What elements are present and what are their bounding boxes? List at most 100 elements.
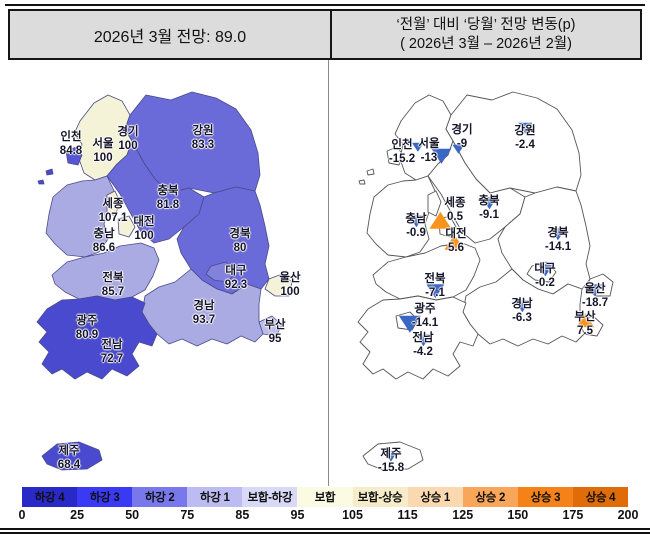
legend-segment: 상승 1 bbox=[407, 487, 463, 507]
region-value: -2.4 bbox=[515, 139, 535, 151]
down-arrow-icon bbox=[536, 264, 553, 276]
region-label-jeju: 제주 -15.8 bbox=[378, 448, 404, 476]
legend-tick: 175 bbox=[562, 508, 584, 522]
region-label-chungnam: 충남 86.6 bbox=[93, 228, 115, 256]
map-region-gyeongnam bbox=[141, 268, 264, 347]
region-value: 100 bbox=[280, 286, 300, 298]
region-label-jeju: 제주 68.4 bbox=[58, 445, 80, 473]
region-value: 5.6 bbox=[447, 242, 464, 254]
map-islands bbox=[358, 168, 375, 185]
header: 2026년 3월 전망: 89.0 ‘전월’ 대비 ‘당월’ 전망 변동(p) … bbox=[8, 9, 642, 60]
legend-segment: 상승 2 bbox=[462, 487, 518, 507]
region-label-gyeongbuk: 경북 -14.1 bbox=[545, 227, 571, 255]
region-label-gyeonggi: 경기 -9 bbox=[451, 124, 473, 154]
left-panel-title: 2026년 3월 전망: 89.0 bbox=[10, 11, 332, 58]
legend: 하강 4 하강 3 하강 2 하강 1 보합-하강 보합 보합-상승 상승 1 상승 2 상승 3… bbox=[19, 487, 638, 526]
legend-segment: 보합-하강 bbox=[242, 487, 298, 507]
region-value: 80.9 bbox=[75, 329, 99, 341]
region-name: 광주 bbox=[414, 303, 436, 316]
region-name: 대구 bbox=[534, 263, 556, 276]
region-value: -9 bbox=[456, 138, 468, 150]
region-name: 전남 bbox=[412, 332, 434, 345]
right-title-line2: ( 2026년 3월 – 2026년 2월) bbox=[400, 35, 572, 52]
region-name: 세종 bbox=[444, 197, 466, 210]
region-name: 서울 bbox=[418, 138, 440, 151]
forecast-map-panel: 인천 84.8 서울 100 경기 100 강원 83.3 충북 81.8 세종 107.1 대전 100… bbox=[8, 60, 329, 485]
region-name: 경남 bbox=[193, 300, 215, 313]
map-region-daegu bbox=[205, 261, 236, 283]
region-value: -13 bbox=[420, 152, 438, 164]
down-arrow-icon bbox=[414, 334, 431, 346]
region-value: 81.8 bbox=[156, 199, 180, 211]
right-panel-title: ‘전월’ 대비 ‘당월’ 전망 변동(p) ( 2026년 3월 – 2026년… bbox=[332, 11, 640, 58]
region-label-gyeongnam: 경남 -6.3 bbox=[511, 298, 532, 326]
region-value: -15.2 bbox=[388, 153, 416, 165]
region-value: 100 bbox=[118, 140, 138, 152]
forecast-map: 인천 84.8 서울 100 경기 100 강원 83.3 충북 81.8 세종 107.1 대전 100… bbox=[8, 85, 323, 485]
region-name: 제주 bbox=[380, 448, 402, 461]
bottom-rule bbox=[0, 528, 650, 534]
region-name: 충남 bbox=[93, 228, 115, 241]
korea-map-left bbox=[36, 91, 293, 471]
region-label-gyeongbuk: 경북 80 bbox=[229, 228, 250, 256]
region-name: 대전 bbox=[445, 228, 467, 241]
region-value: 100 bbox=[93, 152, 113, 164]
region-label-gangwon: 강원 83.3 bbox=[192, 125, 214, 153]
region-value: 85.7 bbox=[101, 286, 125, 298]
region-value: 84.8 bbox=[59, 145, 83, 157]
down-arrow-icon bbox=[399, 315, 421, 333]
region-name: 전남 bbox=[101, 339, 123, 352]
legend-tick: 200 bbox=[617, 508, 639, 522]
region-name: 부산 bbox=[264, 319, 286, 332]
region-label-sejong: 세종 107.1 bbox=[99, 198, 128, 226]
region-name: 강원 bbox=[192, 125, 214, 138]
region-label-ulsan: 울산 -18.7 bbox=[582, 283, 608, 311]
map-islands bbox=[37, 168, 54, 185]
region-label-gyeonggi: 경기 100 bbox=[117, 126, 138, 154]
region-value: 68.4 bbox=[57, 459, 81, 471]
region-name: 울산 bbox=[584, 283, 606, 296]
map-region-jeonbuk bbox=[51, 242, 160, 301]
map-region-ulsan bbox=[264, 273, 293, 297]
legend-segment: 보합 bbox=[297, 487, 353, 507]
region-value: 95 bbox=[268, 333, 282, 345]
change-map: 인천 -15.2 서울 -13 경기 -9 강원 -2.4 세종 0.5 충북 -9.1 대전 5.6 충남… bbox=[329, 85, 644, 485]
down-arrow-icon bbox=[430, 148, 451, 164]
region-name: 경북 bbox=[547, 227, 569, 240]
region-value: 92.3 bbox=[224, 279, 248, 291]
region-name: 충북 bbox=[478, 195, 500, 208]
legend-tick: 125 bbox=[452, 508, 474, 522]
region-name: 광주 bbox=[76, 315, 98, 328]
region-label-daejeon: 대전 5.6 bbox=[443, 228, 467, 256]
region-value: 72.7 bbox=[100, 353, 124, 365]
region-value: 93.7 bbox=[192, 314, 216, 326]
region-label-jeonnam: 전남 -4.2 bbox=[412, 332, 433, 360]
map-region-jeonbuk bbox=[372, 242, 481, 301]
region-value: 80 bbox=[233, 242, 247, 254]
left-title-text: 2026년 3월 전망: 89.0 bbox=[93, 28, 247, 46]
down-arrow-icon bbox=[384, 450, 398, 462]
region-label-jeonnam: 전남 72.7 bbox=[101, 339, 123, 367]
region-label-seoul: 서울 100 bbox=[92, 138, 113, 166]
region-name: 울산 bbox=[279, 272, 301, 285]
region-name: 제주 bbox=[58, 445, 80, 458]
down-arrow-icon bbox=[587, 284, 603, 296]
map-region-chungnam bbox=[45, 175, 117, 258]
region-name: 세종 bbox=[102, 198, 124, 211]
up-arrow-icon bbox=[443, 234, 464, 250]
region-label-incheon: 인천 84.8 bbox=[60, 131, 82, 159]
region-label-gwangju: 광주 80.9 bbox=[76, 315, 98, 343]
region-value: -6.3 bbox=[512, 312, 532, 324]
down-arrow-icon bbox=[550, 228, 566, 240]
map-region-sejong bbox=[427, 190, 442, 217]
down-arrow-icon bbox=[480, 197, 497, 209]
legend-tick: 105 bbox=[342, 508, 363, 522]
region-name: 충북 bbox=[157, 185, 179, 198]
region-name: 경북 bbox=[229, 228, 251, 241]
up-arrow-icon bbox=[575, 313, 594, 327]
legend-tick: 115 bbox=[397, 508, 418, 522]
region-value: 107.1 bbox=[98, 212, 128, 224]
legend-color-band: 하강 4 하강 3 하강 2 하강 1 보합-하강 보합 보합-상승 상승 1 상승 2 상승 3… bbox=[22, 487, 629, 507]
map-region-daejeon bbox=[117, 215, 136, 238]
map-region-sejong bbox=[106, 190, 121, 217]
